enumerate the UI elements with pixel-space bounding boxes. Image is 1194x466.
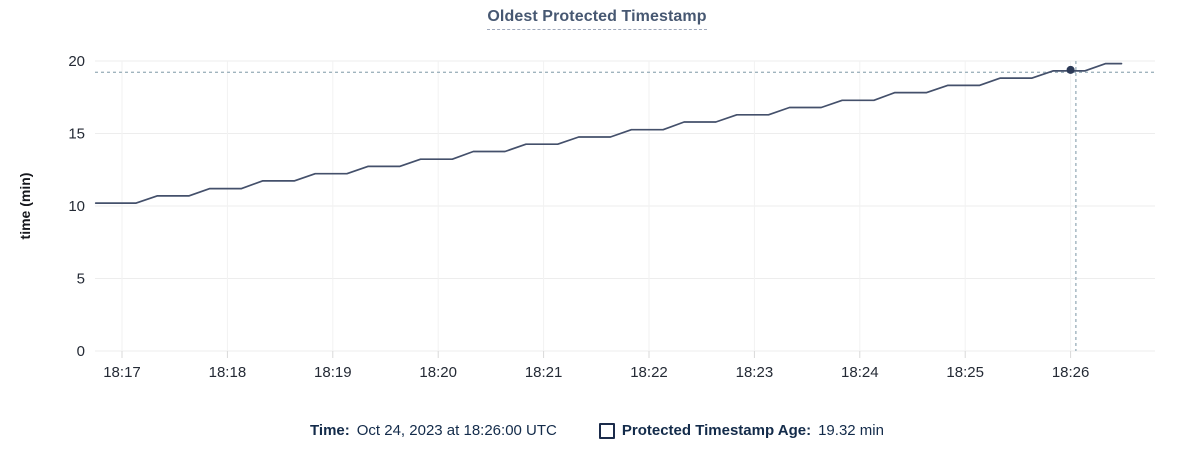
y-gridlines: 0 5 10 15 20 xyxy=(68,53,1155,360)
y-tick-label: 10 xyxy=(68,198,85,215)
y-axis-title: time (min) xyxy=(17,173,33,240)
legend-series-label: Protected Timestamp Age: xyxy=(621,422,812,439)
x-tick-label: 18:21 xyxy=(525,364,563,381)
x-tick-label: 18:23 xyxy=(736,364,774,381)
legend-item-protected-timestamp-age[interactable]: Protected Timestamp Age: 19.32 min xyxy=(598,422,884,439)
legend-checkbox-icon[interactable] xyxy=(598,422,615,439)
chart-title[interactable]: Oldest Protected Timestamp xyxy=(487,8,707,30)
legend-series-value: 19.32 min xyxy=(818,422,884,439)
x-tick-label: 18:17 xyxy=(103,364,141,381)
chart-title-row: Oldest Protected Timestamp xyxy=(0,8,1194,30)
x-gridlines: 18:17 18:18 18:19 18:20 18:21 18:22 18:23 18:24… xyxy=(103,61,1089,381)
x-tick-label: 18:19 xyxy=(314,364,352,381)
hover-point-dot xyxy=(1066,65,1075,74)
x-tick-label: 18:25 xyxy=(946,364,984,381)
x-tick-label: 18:26 xyxy=(1052,364,1090,381)
y-tick-label: 5 xyxy=(77,271,85,288)
x-tick-label: 18:20 xyxy=(419,364,457,381)
x-tick-label: 18:24 xyxy=(841,364,879,381)
series-line-protected-timestamp-age xyxy=(94,62,1123,204)
time-label: Time: xyxy=(310,422,350,439)
chart-footer-legend: Time: Oct 24, 2023 at 18:26:00 UTC Prote… xyxy=(0,422,1194,439)
x-tick-label: 18:22 xyxy=(630,364,668,381)
crosshair xyxy=(95,61,1155,351)
time-value: Oct 24, 2023 at 18:26:00 UTC xyxy=(356,422,557,439)
y-tick-label: 20 xyxy=(68,53,85,70)
y-tick-label: 15 xyxy=(68,126,85,143)
y-tick-label: 0 xyxy=(77,343,85,360)
x-tick-label: 18:18 xyxy=(209,364,247,381)
hover-time-readout: Time: Oct 24, 2023 at 18:26:00 UTC xyxy=(310,422,557,439)
